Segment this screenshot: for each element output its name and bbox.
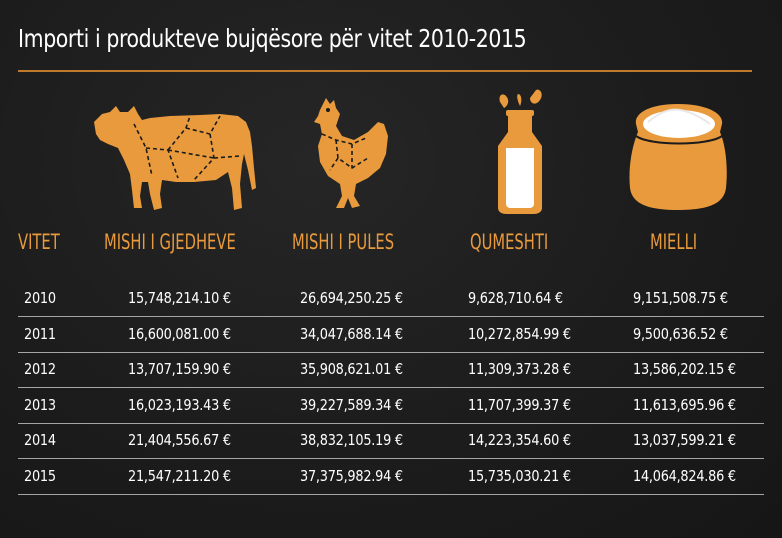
cell-year: 2014	[24, 431, 56, 450]
column-header-flour: MIELLI	[650, 230, 698, 254]
cell-flour: 9,151,508.75 €	[633, 289, 728, 307]
table-row: 2013 16,023,193.43 € 39,227,589.34 € 11,707…	[18, 389, 764, 424]
row-divider	[18, 387, 764, 389]
cell-flour: 13,586,202.15 €	[633, 360, 736, 379]
table-row: 2015 21,547,211.20 € 37,375,982.94 € 15,735…	[18, 460, 764, 495]
flour-sack-icon	[629, 104, 727, 210]
cell-milk: 11,707,399.37 €	[468, 395, 571, 414]
cell-flour: 9,500,636.52 €	[633, 324, 728, 343]
cell-milk: 15,735,030.21 €	[468, 467, 571, 485]
cell-milk: 11,309,373.28 €	[468, 360, 571, 379]
cell-chicken: 37,375,982.94 €	[300, 467, 403, 485]
column-header-beef: MISHI I GJEDHEVE	[104, 230, 236, 254]
cell-flour: 14,064,824.86 €	[633, 467, 736, 485]
cell-milk: 9,628,710.64 €	[468, 289, 563, 307]
column-header-milk: QUMESHTI	[470, 230, 549, 254]
cell-beef: 21,404,556.67 €	[128, 431, 231, 450]
table-row: 2010 15,748,214.10 € 26,694,250.25 € 9,628,…	[18, 282, 764, 317]
cell-flour: 11,613,695.96 €	[633, 395, 736, 414]
cell-year: 2010	[24, 289, 56, 307]
cell-year: 2012	[24, 360, 56, 379]
cell-beef: 15,748,214.10 €	[128, 289, 231, 307]
chicken-icon	[314, 98, 388, 208]
cell-year: 2015	[24, 467, 56, 485]
cell-chicken: 35,908,621.01 €	[300, 360, 403, 379]
title-divider	[18, 70, 752, 72]
row-divider	[18, 351, 764, 353]
cell-beef: 13,707,159.90 €	[128, 360, 231, 379]
row-divider	[18, 458, 764, 460]
milk-bottle-icon	[498, 89, 542, 214]
cell-chicken: 39,227,589.34 €	[300, 395, 403, 414]
cell-chicken: 26,694,250.25 €	[300, 289, 403, 307]
table-row: 2014 21,404,556.67 € 38,832,105.19 € 14,223…	[18, 424, 764, 460]
cell-year: 2011	[24, 324, 56, 343]
column-header-chicken: MISHI I PULES	[292, 230, 395, 254]
cell-beef: 16,600,081.00 €	[128, 324, 231, 343]
row-divider	[18, 494, 764, 495]
row-divider	[18, 316, 764, 317]
cell-chicken: 38,832,105.19 €	[300, 431, 403, 450]
cell-milk: 14,223,354.60 €	[468, 431, 571, 450]
row-divider	[18, 422, 764, 424]
cell-flour: 13,037,599.21 €	[633, 431, 736, 450]
cow-icon	[94, 106, 256, 210]
page-title: Importi i produkteve bujqësore për vitet…	[18, 24, 527, 53]
cell-beef: 21,547,211.20 €	[128, 467, 231, 485]
table-row: 2011 16,600,081.00 € 34,047,688.14 € 10,272…	[18, 318, 764, 353]
cell-year: 2013	[24, 395, 56, 414]
column-header-year: VITET	[18, 230, 60, 254]
cell-chicken: 34,047,688.14 €	[300, 324, 403, 343]
cell-beef: 16,023,193.43 €	[128, 395, 231, 414]
table-row: 2012 13,707,159.90 € 35,908,621.01 € 11,309…	[18, 353, 764, 389]
cell-milk: 10,272,854.99 €	[468, 324, 571, 343]
